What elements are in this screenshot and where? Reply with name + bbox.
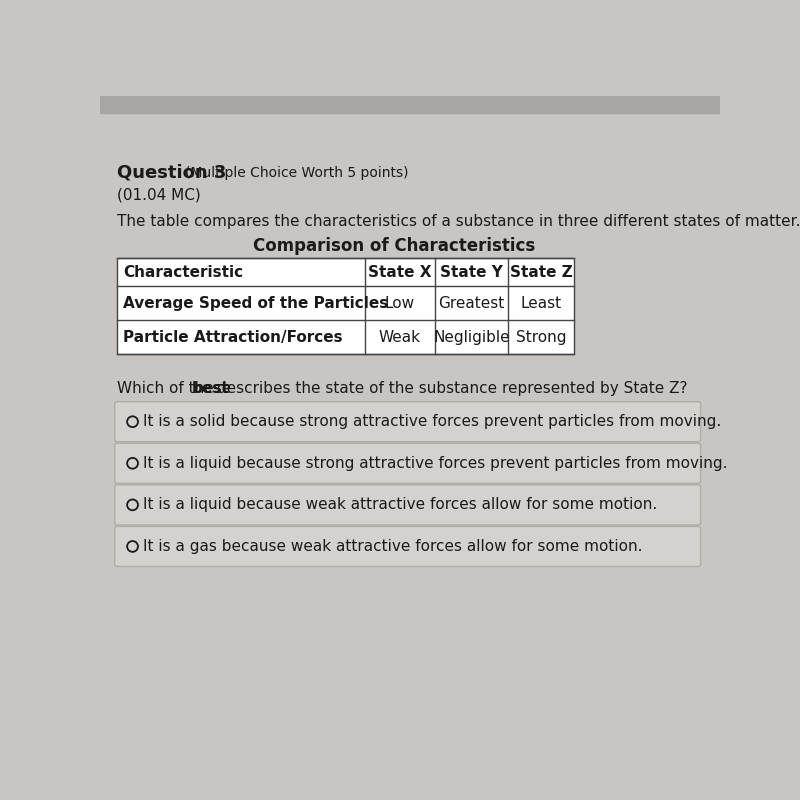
Text: Strong: Strong	[516, 330, 566, 345]
Text: State Y: State Y	[440, 265, 503, 280]
Bar	[117, 258, 574, 354]
Text: Question 3: Question 3	[117, 164, 226, 182]
Bar	[100, 96, 720, 113]
Text: Weak: Weak	[379, 330, 421, 345]
Text: Which of these: Which of these	[117, 381, 236, 396]
Text: describes the state of the substance represented by State Z?: describes the state of the substance rep…	[211, 381, 687, 396]
Text: The table compares the characteristics of a substance in three different states : The table compares the characteristics o…	[117, 214, 800, 229]
FancyBboxPatch shape	[114, 485, 701, 525]
Text: Particle Attraction/Forces: Particle Attraction/Forces	[123, 330, 343, 345]
Text: State Z: State Z	[510, 265, 573, 280]
Text: Negligible: Negligible	[434, 330, 510, 345]
Bar	[100, 106, 720, 112]
Text: It is a gas because weak attractive forces allow for some motion.: It is a gas because weak attractive forc…	[143, 539, 643, 554]
Text: Greatest: Greatest	[438, 296, 505, 310]
Text: Average Speed of the Particles: Average Speed of the Particles	[123, 296, 389, 310]
Text: Least: Least	[521, 296, 562, 310]
FancyBboxPatch shape	[114, 443, 701, 483]
Text: It is a liquid because weak attractive forces allow for some motion.: It is a liquid because weak attractive f…	[143, 498, 658, 512]
Bar	[100, 96, 720, 102]
Text: best: best	[191, 381, 229, 396]
FancyBboxPatch shape	[114, 402, 701, 442]
Text: State X: State X	[368, 265, 432, 280]
Text: It is a liquid because strong attractive forces prevent particles from moving.: It is a liquid because strong attractive…	[143, 456, 728, 470]
Text: (Multiple Choice Worth 5 points): (Multiple Choice Worth 5 points)	[186, 166, 409, 180]
Text: (01.04 MC): (01.04 MC)	[117, 187, 201, 202]
Text: Characteristic: Characteristic	[123, 265, 243, 280]
Text: Low: Low	[385, 296, 415, 310]
Text: Comparison of Characteristics: Comparison of Characteristics	[254, 237, 536, 255]
Text: It is a solid because strong attractive forces prevent particles from moving.: It is a solid because strong attractive …	[143, 414, 722, 430]
FancyBboxPatch shape	[114, 526, 701, 566]
Bar	[100, 102, 720, 106]
